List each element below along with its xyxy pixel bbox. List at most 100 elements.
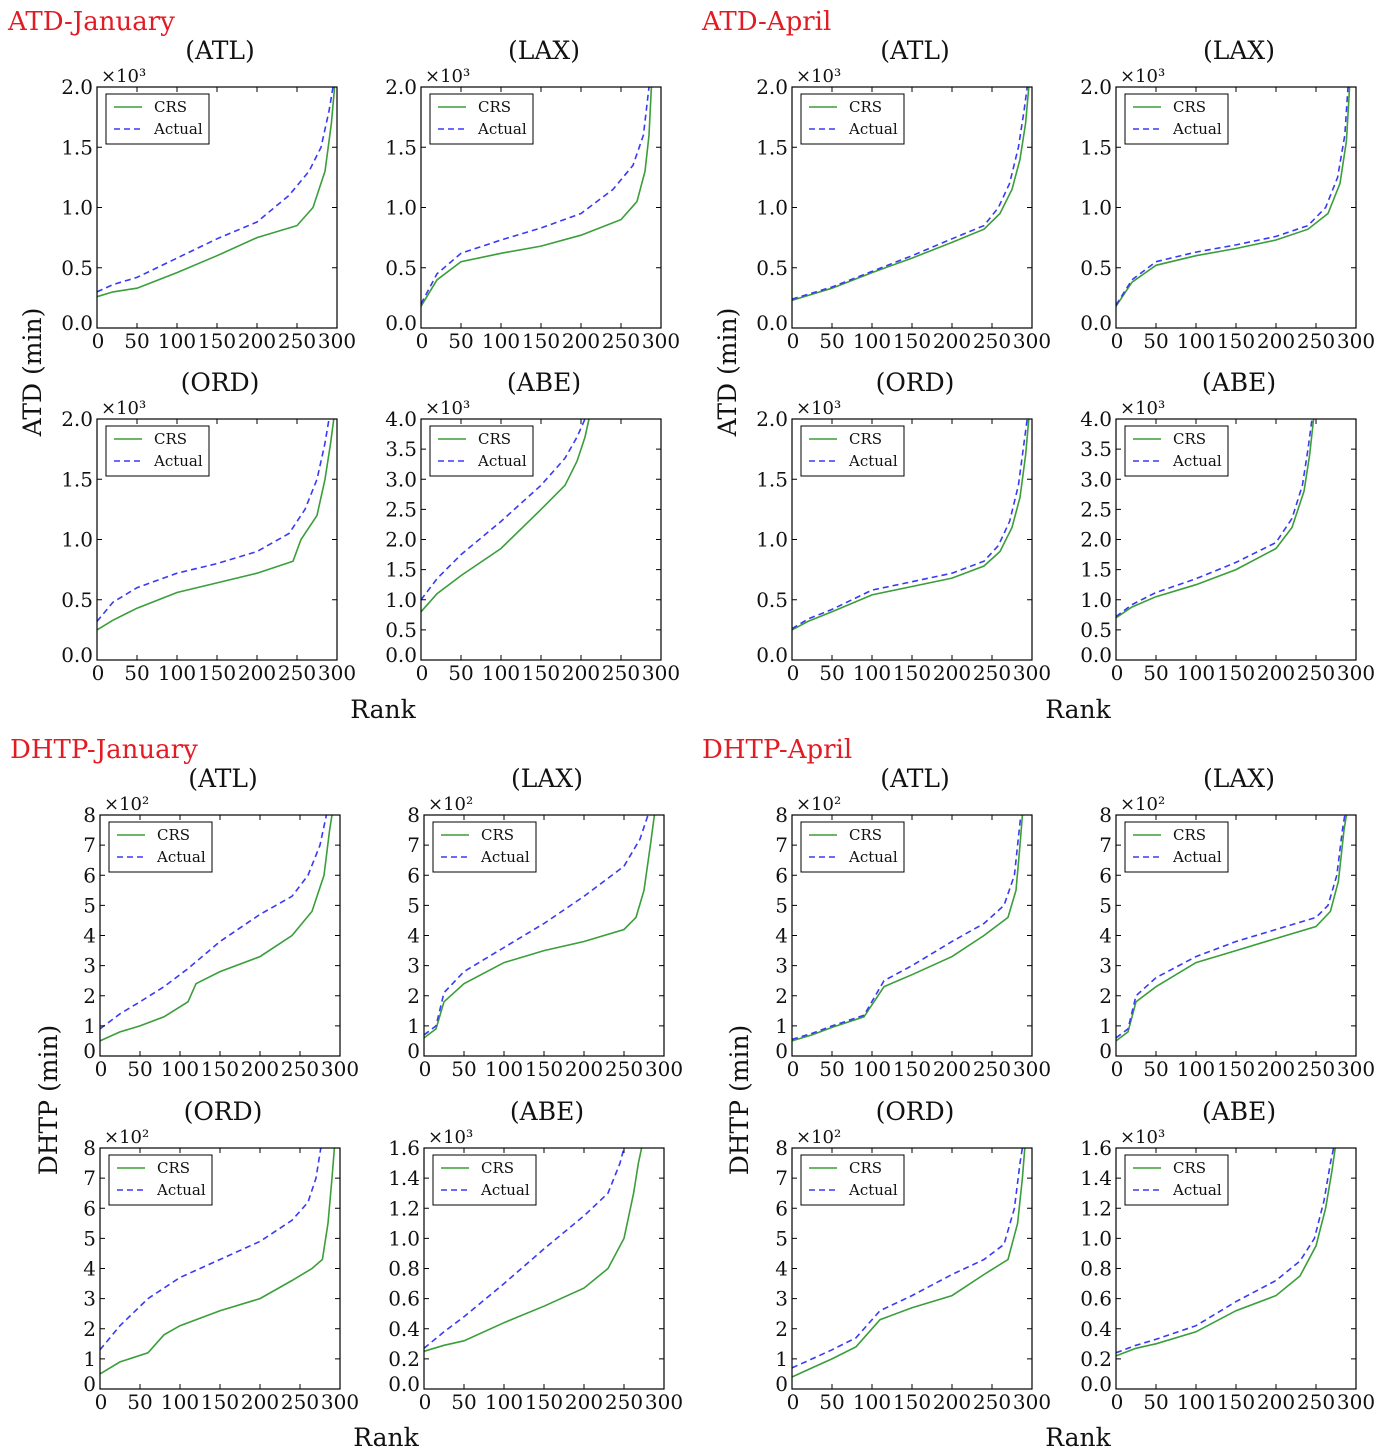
chart-panel: 0 50 100 150 200 250 300 0.0 0.5 1.0 1.5 2.0 ×10³ (OR…: [756, 368, 1051, 685]
x-tick-label: 200: [933, 1057, 971, 1081]
crs-series-line: [420, 418, 590, 613]
y-tick-label: 8: [775, 1136, 788, 1160]
legend-crs-label: CRS: [481, 1159, 514, 1177]
x-tick-label: 100: [485, 1390, 523, 1414]
x-tick-label: 300: [318, 661, 356, 685]
actual-series-line: [1115, 86, 1349, 306]
y-tick-label: 0.0: [756, 311, 788, 335]
y-tick-label: 0.4: [1080, 1317, 1112, 1341]
chart-panel: 0 50 100 150 200 250 300 0.0 0.5 1.0 1.5 2.0 ×10³ (LA…: [1080, 36, 1375, 353]
y-tick-label: 7: [83, 833, 96, 857]
panel-title: (ORD): [876, 1097, 955, 1126]
actual-series-line: [96, 418, 330, 622]
x-tick-label: 300: [1337, 329, 1375, 353]
y-tick-label: 1.0: [385, 196, 417, 220]
y-tick-label: 2: [775, 984, 788, 1008]
legend-actual-label: Actual: [848, 120, 898, 138]
x-tick-label: 0: [95, 1057, 108, 1081]
x-tick-label: 300: [645, 1390, 683, 1414]
legend-crs-label: CRS: [154, 430, 187, 448]
actual-series-line: [99, 814, 328, 1030]
x-tick-label: 300: [645, 1057, 683, 1081]
y-tick-label: 3: [83, 954, 96, 978]
crs-series-line: [1115, 418, 1315, 619]
x-tick-label: 250: [1297, 329, 1335, 353]
x-axis-label-dhtp-april: Rank: [1045, 1423, 1111, 1452]
x-tick-label: 200: [1257, 1057, 1295, 1081]
x-tick-label: 50: [1143, 1390, 1168, 1414]
axis-multiplier-label: ×10²: [104, 794, 149, 815]
y-tick-label: 2.0: [61, 407, 93, 431]
legend-box: [429, 425, 534, 477]
legend-box: [432, 1154, 537, 1206]
legend-actual-label: Actual: [1172, 120, 1222, 138]
x-tick-label: 0: [419, 1390, 432, 1414]
x-tick-label: 250: [973, 1057, 1011, 1081]
legend-actual-label: Actual: [156, 1181, 206, 1199]
x-tick-label: 250: [281, 1057, 319, 1081]
x-tick-label: 150: [1217, 1057, 1255, 1081]
y-tick-label: 1.0: [61, 528, 93, 552]
y-tick-label: 1.4: [388, 1166, 420, 1190]
x-tick-label: 200: [933, 1390, 971, 1414]
x-tick-label: 50: [124, 329, 149, 353]
panel-title: (ABE): [1202, 368, 1276, 397]
y-tick-label: 8: [83, 803, 96, 827]
x-tick-label: 200: [1257, 329, 1295, 353]
axis-multiplier-label: ×10³: [1120, 1127, 1165, 1148]
x-tick-label: 200: [1257, 661, 1295, 685]
legend-actual-label: Actual: [153, 452, 203, 470]
y-tick-label: 2.5: [1080, 497, 1112, 521]
panel-title: (LAX): [1203, 764, 1275, 793]
y-tick-label: 0.4: [388, 1317, 420, 1341]
x-tick-label: 300: [1337, 1057, 1375, 1081]
x-tick-label: 300: [321, 1390, 359, 1414]
y-tick-label: 2.5: [385, 497, 417, 521]
y-tick-label: 8: [1099, 803, 1112, 827]
x-tick-label: 300: [321, 1057, 359, 1081]
x-tick-label: 100: [158, 329, 196, 353]
legend-box: [800, 1154, 905, 1206]
y-tick-label: 0: [83, 1039, 96, 1063]
y-tick-label: 0.0: [385, 311, 417, 335]
x-tick-label: 50: [451, 1390, 476, 1414]
crs-series-line: [1115, 814, 1348, 1042]
actual-series-line: [791, 418, 1028, 630]
y-tick-label: 3: [83, 1287, 96, 1311]
y-tick-label: 4.0: [1080, 407, 1112, 431]
actual-series-line: [1115, 814, 1346, 1039]
crs-series-line: [1115, 86, 1351, 307]
legend-actual-label: Actual: [848, 1181, 898, 1199]
legend-crs-label: CRS: [1173, 98, 1206, 116]
x-tick-label: 0: [787, 329, 800, 353]
legend-box: [800, 821, 905, 873]
chart-panel: 0 50 100 150 200 250 300 0.00.5 1.0 1.5 2.0 2.5 3.0 3…: [1080, 368, 1375, 685]
x-tick-label: 100: [853, 1057, 891, 1081]
y-tick-label: 2.0: [756, 75, 788, 99]
y-tick-label: 0.0: [61, 311, 93, 335]
x-tick-label: 50: [819, 1390, 844, 1414]
x-tick-label: 0: [416, 661, 429, 685]
y-tick-label: 0.5: [61, 588, 93, 612]
x-tick-label: 50: [448, 661, 473, 685]
crs-series-line: [791, 86, 1030, 302]
x-tick-label: 100: [482, 661, 520, 685]
axis-multiplier-label: ×10³: [1120, 66, 1165, 87]
x-tick-label: 250: [602, 329, 640, 353]
x-tick-label: 0: [787, 1057, 800, 1081]
y-tick-label: 1.0: [61, 196, 93, 220]
x-tick-label: 50: [1143, 1057, 1168, 1081]
x-tick-label: 250: [602, 661, 640, 685]
crs-series-line: [423, 814, 656, 1039]
actual-series-line: [420, 418, 586, 601]
axis-multiplier-label: ×10²: [1120, 794, 1165, 815]
legend-box: [105, 93, 210, 145]
axis-multiplier-label: ×10³: [425, 398, 470, 419]
y-tick-label: 0.8: [388, 1257, 420, 1281]
x-tick-label: 0: [92, 329, 105, 353]
y-tick-label: 2.0: [385, 75, 417, 99]
x-tick-label: 200: [238, 661, 276, 685]
x-tick-label: 250: [1297, 1390, 1335, 1414]
